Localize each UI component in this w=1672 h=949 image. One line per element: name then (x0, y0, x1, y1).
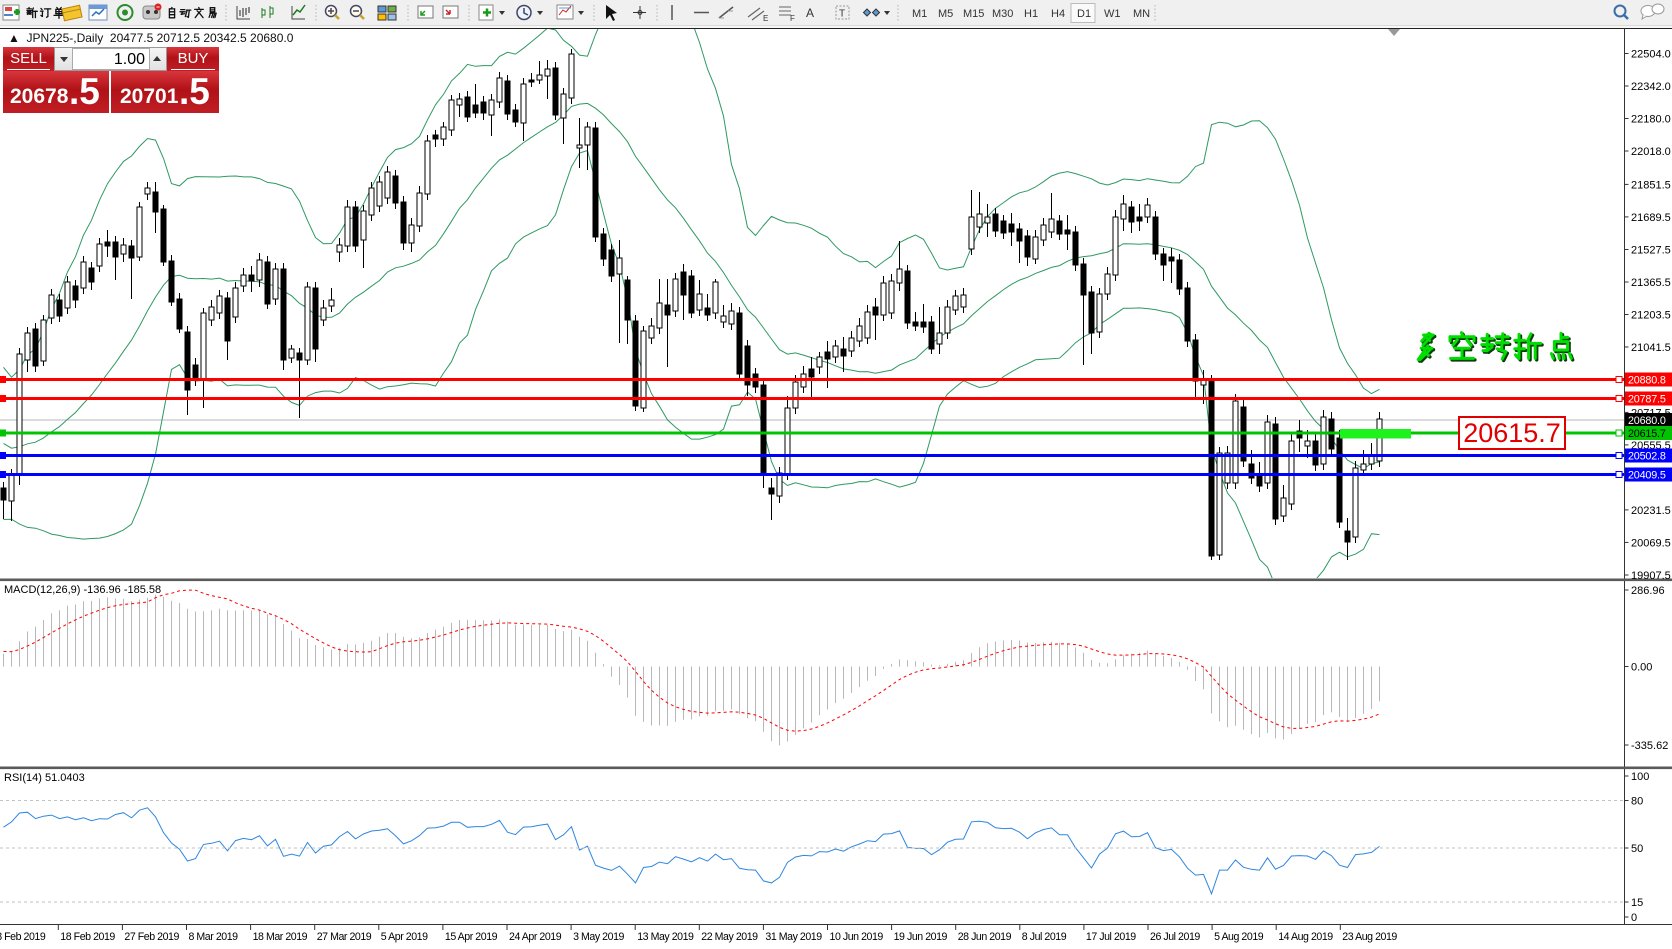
svg-text:17 Jul 2019: 17 Jul 2019 (1086, 931, 1136, 943)
svg-text:26 Jul 2019: 26 Jul 2019 (1150, 931, 1200, 943)
svg-text:20615.7: 20615.7 (1463, 418, 1561, 448)
svg-text:-335.62: -335.62 (1631, 740, 1668, 752)
svg-text:21041.5: 21041.5 (1631, 342, 1671, 354)
svg-text:20069.5: 20069.5 (1631, 537, 1671, 549)
svg-text:15: 15 (1631, 897, 1643, 909)
svg-text:20680.0: 20680.0 (1628, 415, 1666, 427)
svg-text:E: E (763, 14, 768, 23)
svg-text:50: 50 (1631, 843, 1643, 855)
svg-text:19 Jun 2019: 19 Jun 2019 (894, 931, 948, 943)
svg-text:21527.5: 21527.5 (1631, 245, 1671, 257)
svg-text:T: T (839, 9, 845, 20)
svg-text:28 Jun 2019: 28 Jun 2019 (958, 931, 1012, 943)
svg-text:MN: MN (1133, 8, 1150, 20)
svg-text:3 May 2019: 3 May 2019 (573, 931, 624, 943)
svg-text:20231.5: 20231.5 (1631, 505, 1671, 517)
svg-text:H4: H4 (1051, 8, 1065, 20)
svg-text:15 Apr 2019: 15 Apr 2019 (445, 931, 498, 943)
svg-text:19907.5: 19907.5 (1631, 570, 1671, 582)
svg-text:20880.8: 20880.8 (1628, 375, 1666, 387)
svg-text:22 May 2019: 22 May 2019 (701, 931, 758, 943)
svg-text:13 May 2019: 13 May 2019 (637, 931, 694, 943)
svg-text:20787.5: 20787.5 (1628, 394, 1666, 406)
svg-text:22018.0: 22018.0 (1631, 146, 1671, 158)
svg-text:M1: M1 (912, 8, 927, 20)
svg-text:21851.5: 21851.5 (1631, 179, 1671, 191)
svg-text:RSI(14) 51.0403: RSI(14) 51.0403 (4, 772, 85, 784)
svg-text:8 Jul 2019: 8 Jul 2019 (1022, 931, 1067, 943)
svg-text:M5: M5 (938, 8, 953, 20)
svg-text:22180.0: 22180.0 (1631, 114, 1671, 126)
svg-text:31 May 2019: 31 May 2019 (765, 931, 822, 943)
svg-text:A: A (806, 6, 814, 20)
svg-text:286.96: 286.96 (1631, 585, 1665, 597)
svg-text:22504.0: 22504.0 (1631, 49, 1671, 61)
svg-text:20409.5: 20409.5 (1628, 470, 1666, 482)
svg-text:8 Feb 2019: 8 Feb 2019 (0, 931, 46, 943)
svg-text:18 Feb 2019: 18 Feb 2019 (60, 931, 115, 943)
svg-text:20502.8: 20502.8 (1628, 451, 1666, 463)
svg-text:100: 100 (1631, 771, 1649, 783)
svg-text:H1: H1 (1024, 8, 1038, 20)
svg-text:0.00: 0.00 (1631, 662, 1652, 674)
svg-text:23 Aug 2019: 23 Aug 2019 (1342, 931, 1397, 943)
svg-text:M15: M15 (963, 8, 984, 20)
svg-text:0: 0 (1631, 912, 1637, 924)
svg-text:MACD(12,26,9) -136.96 -185.58: MACD(12,26,9) -136.96 -185.58 (4, 584, 161, 596)
svg-text:27 Mar 2019: 27 Mar 2019 (317, 931, 372, 943)
svg-text:5 Aug 2019: 5 Aug 2019 (1214, 931, 1264, 943)
svg-text:D1: D1 (1077, 8, 1091, 20)
svg-text:F: F (790, 14, 795, 23)
svg-text:24 Apr 2019: 24 Apr 2019 (509, 931, 562, 943)
svg-text:14 Aug 2019: 14 Aug 2019 (1278, 931, 1333, 943)
svg-text:10 Jun 2019: 10 Jun 2019 (830, 931, 884, 943)
svg-text:5 Apr 2019: 5 Apr 2019 (381, 931, 428, 943)
svg-text:21203.5: 21203.5 (1631, 310, 1671, 322)
svg-text:18 Mar 2019: 18 Mar 2019 (253, 931, 308, 943)
svg-text:W1: W1 (1104, 8, 1121, 20)
svg-text:22342.0: 22342.0 (1631, 81, 1671, 93)
svg-text:80: 80 (1631, 796, 1643, 808)
svg-text:27 Feb 2019: 27 Feb 2019 (124, 931, 179, 943)
svg-text:M30: M30 (992, 8, 1013, 20)
svg-text:21689.5: 21689.5 (1631, 212, 1671, 224)
svg-text:20615.7: 20615.7 (1628, 428, 1666, 440)
svg-text:8 Mar 2019: 8 Mar 2019 (189, 931, 239, 943)
svg-text:21365.5: 21365.5 (1631, 277, 1671, 289)
